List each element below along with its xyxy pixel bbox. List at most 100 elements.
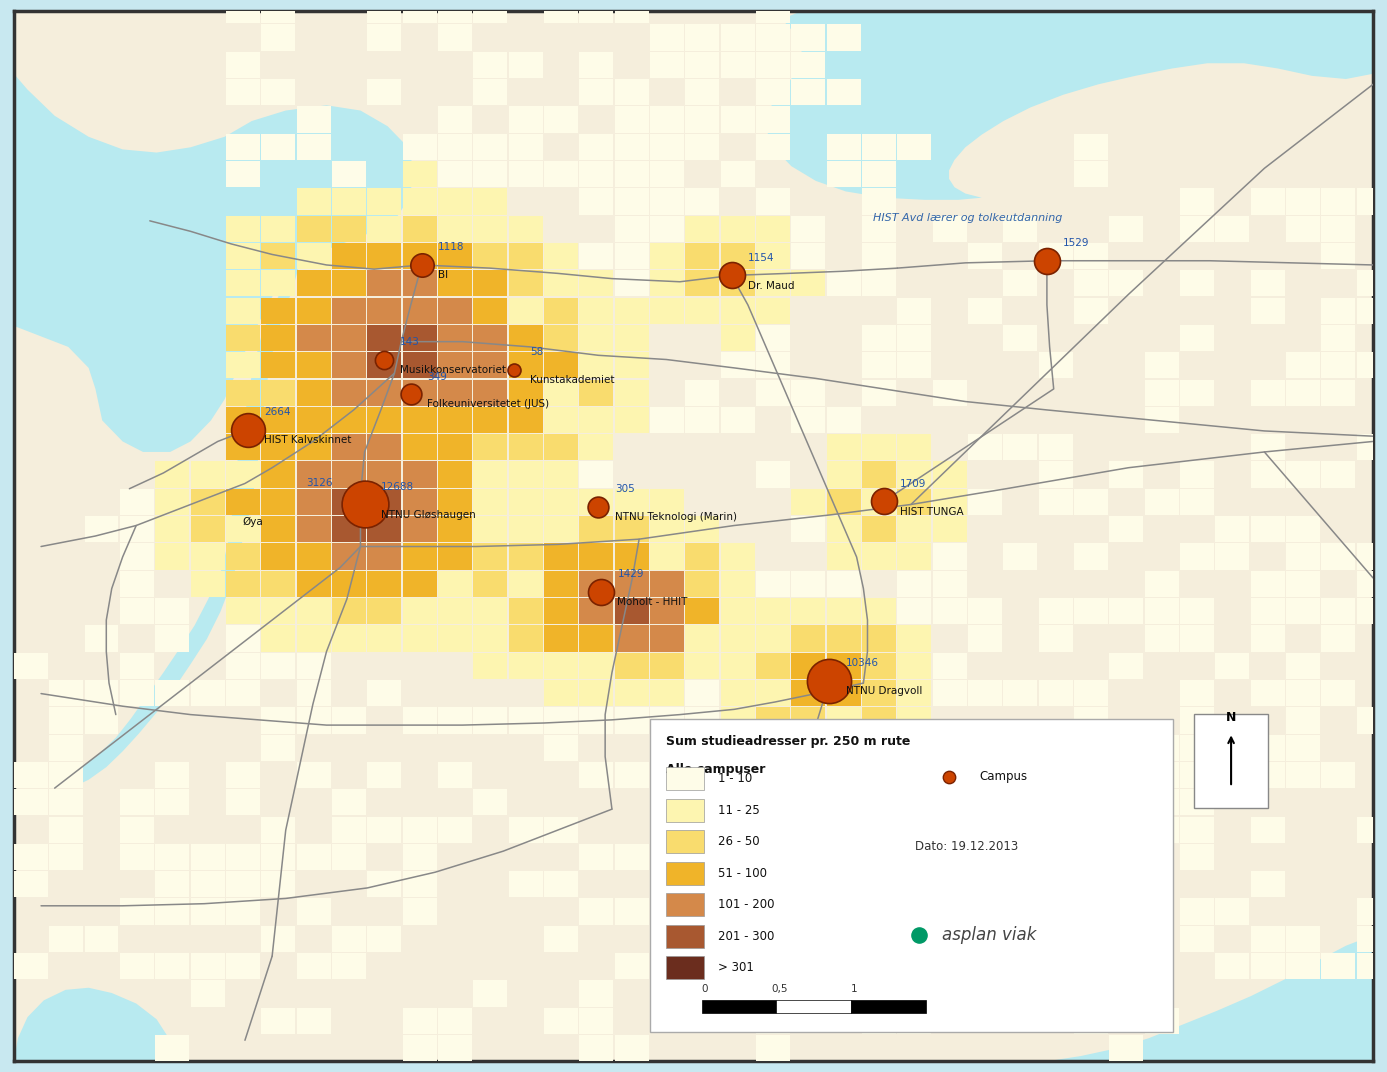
Bar <box>756 0 791 24</box>
Bar <box>827 872 861 897</box>
Bar <box>1110 270 1143 297</box>
Bar <box>792 51 825 78</box>
Bar <box>49 817 83 843</box>
Bar <box>827 79 861 105</box>
Bar <box>968 926 1001 952</box>
Bar <box>473 243 508 269</box>
Bar <box>792 25 825 50</box>
Bar <box>792 215 825 242</box>
Bar <box>721 406 755 433</box>
Bar <box>1286 953 1320 980</box>
Bar <box>721 353 755 378</box>
Bar <box>1144 353 1179 378</box>
Bar <box>932 598 967 624</box>
Bar <box>968 243 1001 269</box>
Bar <box>544 734 578 761</box>
Text: 1709: 1709 <box>900 479 927 489</box>
Bar <box>544 570 578 597</box>
Bar <box>580 489 613 515</box>
Bar <box>1144 406 1179 433</box>
Bar <box>1286 544 1320 569</box>
Bar <box>863 598 896 624</box>
Bar <box>651 734 684 761</box>
Bar <box>827 653 861 679</box>
Bar <box>544 106 578 133</box>
Bar <box>438 598 472 624</box>
Bar <box>685 79 720 105</box>
Bar <box>1074 844 1108 870</box>
Bar <box>614 79 649 105</box>
Bar <box>49 844 83 870</box>
Bar <box>685 570 720 597</box>
Bar <box>119 844 154 870</box>
Bar <box>226 215 259 242</box>
Bar <box>297 898 330 925</box>
Bar <box>544 544 578 569</box>
Bar <box>297 353 330 378</box>
Bar <box>651 189 684 214</box>
Bar <box>331 489 366 515</box>
Bar <box>1251 872 1284 897</box>
Text: HIST TUNGA: HIST TUNGA <box>900 507 964 517</box>
Bar <box>1074 680 1108 706</box>
Bar <box>614 489 649 515</box>
Bar <box>297 598 330 624</box>
Bar <box>331 461 366 488</box>
Bar <box>651 489 684 515</box>
Bar <box>509 215 542 242</box>
Bar <box>1322 625 1355 652</box>
Text: 201 - 300: 201 - 300 <box>718 929 774 942</box>
Bar <box>827 134 861 160</box>
Bar <box>509 243 542 269</box>
Bar <box>863 708 896 733</box>
Bar <box>544 325 578 352</box>
Text: N: N <box>1226 711 1236 724</box>
Bar <box>1286 215 1320 242</box>
Bar <box>614 598 649 624</box>
Bar <box>544 243 578 269</box>
Bar <box>368 298 401 324</box>
Bar <box>685 953 720 980</box>
Bar <box>544 270 578 297</box>
Bar <box>792 406 825 433</box>
Bar <box>792 243 825 269</box>
Bar <box>509 353 542 378</box>
Bar <box>368 926 401 952</box>
Bar <box>226 79 259 105</box>
Bar <box>792 953 825 980</box>
Bar <box>544 1008 578 1034</box>
Text: Dr. Maud: Dr. Maud <box>748 281 795 291</box>
Bar <box>438 106 472 133</box>
Bar <box>1322 461 1355 488</box>
Bar <box>226 461 259 488</box>
Bar <box>473 79 508 105</box>
Bar <box>792 708 825 733</box>
Bar <box>1180 817 1214 843</box>
Bar <box>1322 953 1355 980</box>
Bar <box>614 653 649 679</box>
Bar <box>402 489 437 515</box>
Bar <box>721 708 755 733</box>
Bar <box>226 379 259 405</box>
Bar <box>863 762 896 788</box>
Bar <box>1356 189 1387 214</box>
Bar <box>1215 516 1250 542</box>
Bar <box>1180 762 1214 788</box>
Bar <box>261 243 295 269</box>
Bar <box>1003 544 1037 569</box>
Bar <box>1322 680 1355 706</box>
Bar <box>1074 598 1108 624</box>
Bar <box>297 461 330 488</box>
Bar <box>651 598 684 624</box>
Bar <box>438 570 472 597</box>
Bar <box>721 243 755 269</box>
Bar <box>651 25 684 50</box>
Bar <box>932 872 967 897</box>
Bar <box>438 270 472 297</box>
Bar <box>402 844 437 870</box>
Bar <box>297 215 330 242</box>
Bar <box>1180 734 1214 761</box>
Text: Sum studieadresser pr. 250 m rute: Sum studieadresser pr. 250 m rute <box>666 734 911 747</box>
Bar <box>226 653 259 679</box>
Bar <box>438 406 472 433</box>
